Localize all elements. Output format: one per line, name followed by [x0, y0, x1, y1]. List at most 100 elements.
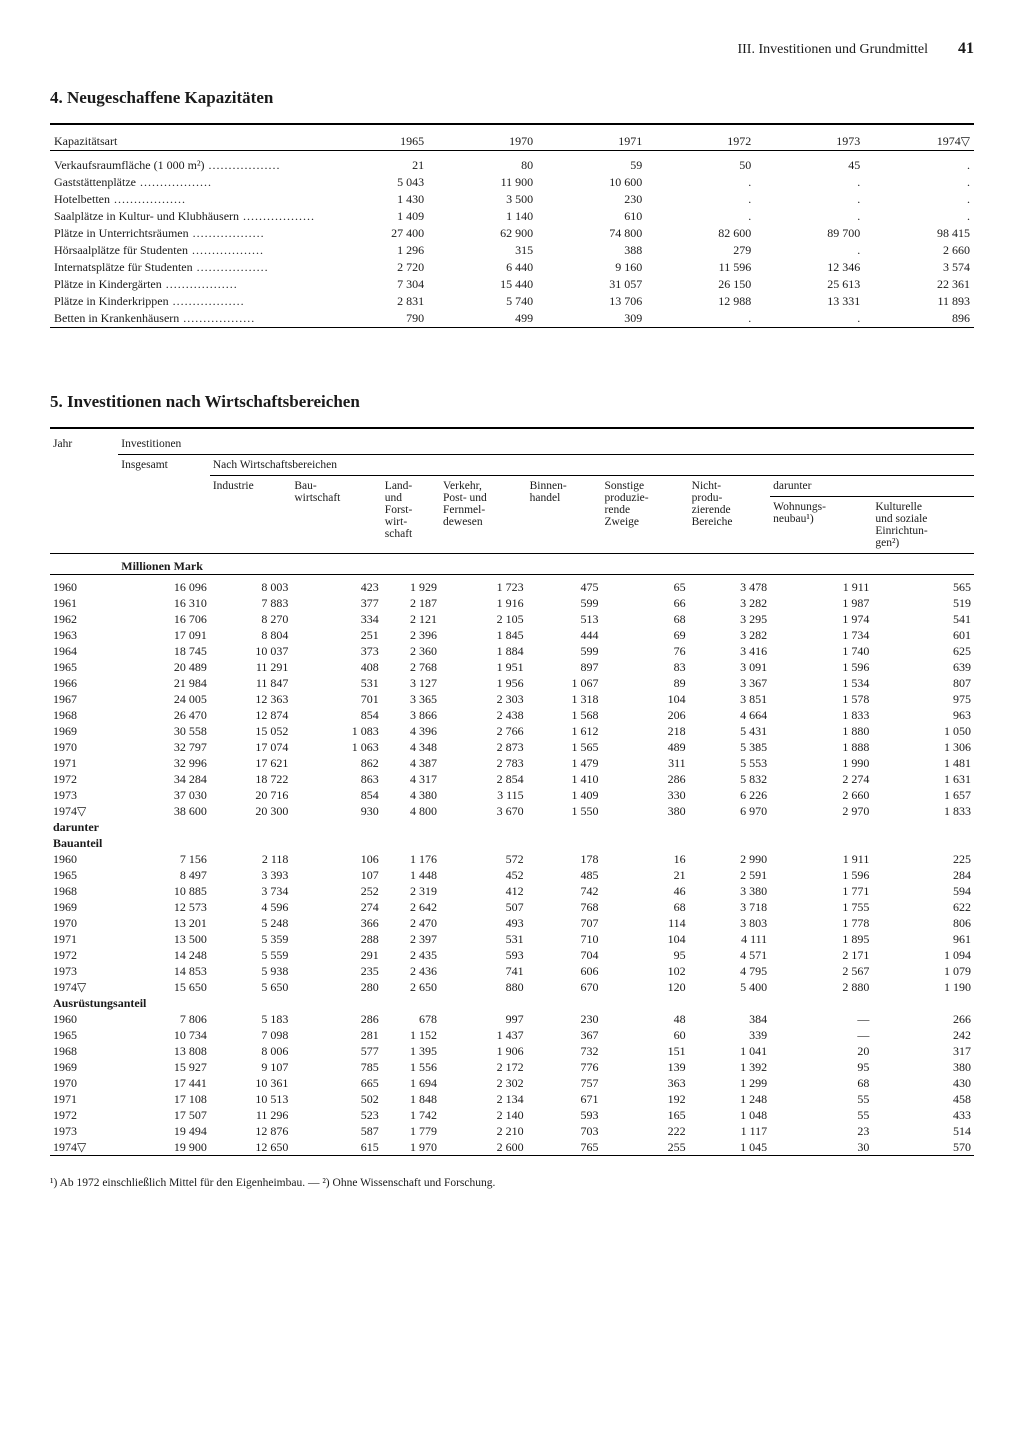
row-year: 1965	[50, 659, 118, 675]
cell: 1 248	[689, 1091, 771, 1107]
cell: 102	[602, 963, 689, 979]
cell: 1 723	[440, 579, 527, 595]
row-year: 1969	[50, 1059, 118, 1075]
cell: 4 348	[382, 739, 440, 755]
cell: .	[864, 157, 974, 174]
row-year: 1964	[50, 643, 118, 659]
col-header: Land- und Forst- wirt- schaft	[382, 476, 440, 554]
cell: 8 497	[118, 867, 210, 883]
cell: 458	[872, 1091, 974, 1107]
cell: 963	[872, 707, 974, 723]
cell: 8 804	[210, 627, 292, 643]
cell: 38 600	[118, 803, 210, 819]
cell: 807	[872, 675, 974, 691]
cell: 45	[755, 157, 864, 174]
table-row: 197032 79717 0741 0634 3482 8731 5654895…	[50, 739, 974, 755]
cell: 218	[602, 723, 689, 739]
cell: 593	[527, 1107, 602, 1123]
cell: 1 318	[527, 691, 602, 707]
cell: 20 489	[118, 659, 210, 675]
cell: 1 048	[689, 1107, 771, 1123]
cell: 1 906	[440, 1043, 527, 1059]
cell: —	[770, 1027, 872, 1043]
row-year: 1965	[50, 1027, 118, 1043]
table-row: Hotelbetten1 4303 500230...	[50, 191, 974, 208]
row-year: 1974▽	[50, 979, 118, 995]
cell: .	[646, 174, 755, 191]
cell: 32 996	[118, 755, 210, 771]
cell: 4 664	[689, 707, 771, 723]
cell: 570	[872, 1139, 974, 1156]
cell: 1 556	[382, 1059, 440, 1075]
cell: 373	[291, 643, 381, 659]
table-row: 196813 8088 0065771 3951 9067321511 0412…	[50, 1043, 974, 1059]
cell: 2 660	[770, 787, 872, 803]
cell: 1 596	[770, 659, 872, 675]
cell: 2 650	[382, 979, 440, 995]
cell: 11 596	[646, 259, 755, 276]
table-row: 196317 0918 8042512 3961 845444693 2821 …	[50, 627, 974, 643]
row-label: Internatsplätze für Studenten	[50, 259, 319, 276]
cell: 2 873	[440, 739, 527, 755]
cell: 21	[602, 867, 689, 883]
cell: 317	[872, 1043, 974, 1059]
row-year: 1970	[50, 1075, 118, 1091]
cell: 1 657	[872, 787, 974, 803]
cell: 3 365	[382, 691, 440, 707]
page-number: 41	[958, 40, 974, 58]
cell: 5 400	[689, 979, 771, 995]
cell: 3 851	[689, 691, 771, 707]
cell: 315	[428, 242, 537, 259]
cell: 1 911	[770, 579, 872, 595]
cell: 139	[602, 1059, 689, 1075]
cell: 1 833	[872, 803, 974, 819]
cell: 2 990	[689, 851, 771, 867]
cell: 1 895	[770, 931, 872, 947]
cell: 531	[440, 931, 527, 947]
row-year: 1974▽	[50, 1139, 118, 1156]
cell: 251	[291, 627, 381, 643]
cell: 1 410	[527, 771, 602, 787]
cell: 377	[291, 595, 381, 611]
cell: 178	[527, 851, 602, 867]
cell: 2 134	[440, 1091, 527, 1107]
table-row: 196724 00512 3637013 3652 3031 3181043 8…	[50, 691, 974, 707]
row-year: 1972	[50, 947, 118, 963]
cell: 11 893	[864, 293, 974, 310]
col-header: Nicht- produ- zierende Bereiche	[689, 476, 771, 554]
table-row: 196418 74510 0373732 3601 884599763 4161…	[50, 643, 974, 659]
table-row: Plätze in Unterrichtsräumen27 40062 9007…	[50, 225, 974, 242]
col-year: 1965	[319, 133, 428, 151]
cell: 98 415	[864, 225, 974, 242]
cell: 13 201	[118, 915, 210, 931]
cell: 10 037	[210, 643, 292, 659]
cell: 1 176	[382, 851, 440, 867]
cell: 507	[440, 899, 527, 915]
cell: 1 296	[319, 242, 428, 259]
cell: 1 094	[872, 947, 974, 963]
row-label: Hotelbetten	[50, 191, 319, 208]
cell: 27 400	[319, 225, 428, 242]
row-label: Plätze in Unterrichtsräumen	[50, 225, 319, 242]
cell: 80	[428, 157, 537, 174]
col-nach: Nach Wirtschaftsbereichen	[210, 455, 974, 476]
cell: 13 706	[537, 293, 646, 310]
cell: 1 974	[770, 611, 872, 627]
cell: 2 438	[440, 707, 527, 723]
cell: 1 140	[428, 208, 537, 225]
cell: 5 431	[689, 723, 771, 739]
cell: 252	[291, 883, 381, 899]
cell: 367	[527, 1027, 602, 1043]
cell: 639	[872, 659, 974, 675]
cell: 363	[602, 1075, 689, 1091]
cell: 776	[527, 1059, 602, 1075]
cell: 120	[602, 979, 689, 995]
row-year: 1971	[50, 931, 118, 947]
cell: 192	[602, 1091, 689, 1107]
cell: 1 833	[770, 707, 872, 723]
row-year: 1972	[50, 1107, 118, 1123]
cell: 593	[440, 947, 527, 963]
cell: 2 210	[440, 1123, 527, 1139]
cell: 577	[291, 1043, 381, 1059]
cell: 1 534	[770, 675, 872, 691]
